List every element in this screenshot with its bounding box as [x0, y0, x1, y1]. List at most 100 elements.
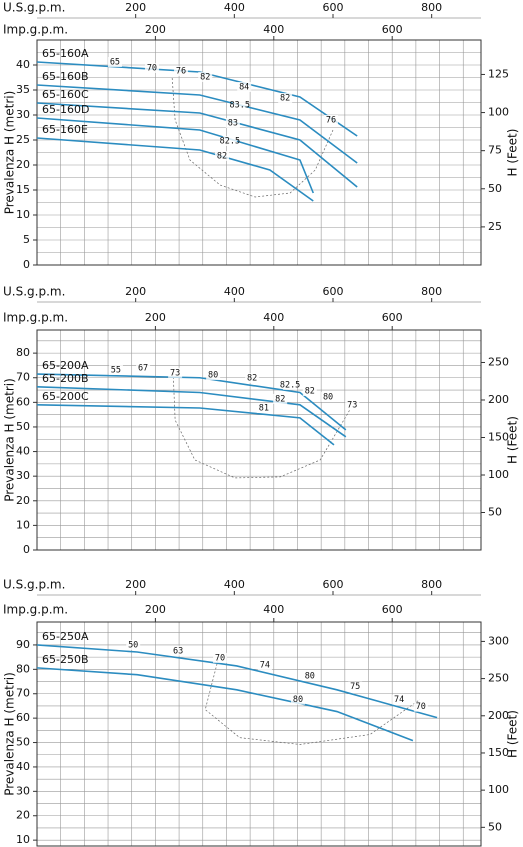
efficiency-label-bg — [273, 393, 288, 404]
y-tick-label: 20 — [16, 494, 30, 507]
y2-tick-label: 50 — [488, 505, 502, 518]
efficiency-label-bg — [257, 659, 272, 670]
x2-tick-label: 400 — [263, 311, 284, 324]
plot-frame — [36, 621, 482, 847]
efficiency-label: 80 — [323, 392, 333, 402]
y-tick-label: 10 — [16, 833, 30, 846]
x2-axis-title: Imp.g.p.m. — [3, 311, 68, 325]
x2-tick-label: 200 — [145, 311, 166, 324]
curve-label: 65-200C — [42, 390, 89, 403]
x-axis-title: U.S.g.p.m. — [3, 285, 65, 299]
y2-tick-label: 150 — [488, 746, 509, 759]
y2-tick-label: 25 — [488, 220, 502, 233]
x-tick-label: 400 — [224, 578, 245, 591]
y-tick-label: 0 — [23, 543, 30, 556]
efficiency-label: 73 — [170, 368, 180, 378]
pump-curve — [36, 84, 358, 164]
y2-tick-label: 150 — [488, 430, 509, 443]
efficiency-label-bg — [126, 639, 141, 650]
x-axis-title: U.S.g.p.m. — [3, 578, 65, 592]
efficiency-label-bg — [245, 372, 260, 383]
y2-tick-label: 100 — [488, 783, 509, 796]
efficiency-label: 82 — [280, 94, 290, 104]
efficiency-label-bg — [213, 652, 228, 663]
y2-tick-label: 200 — [488, 709, 509, 722]
x-axis-title: U.S.g.p.m. — [3, 1, 65, 15]
efficiency-label: 74 — [394, 695, 404, 705]
y-tick-label: 15 — [16, 183, 30, 196]
y-tick-label: 40 — [16, 760, 30, 773]
y-axis-title: Prevalenza H (metri) — [3, 91, 17, 215]
x2-tick-label: 200 — [145, 23, 166, 36]
x2-axis-title: Imp.g.p.m. — [3, 603, 68, 617]
efficiency-label: 84 — [239, 83, 249, 93]
efficiency-curve — [171, 77, 334, 198]
efficiency-label-bg — [302, 670, 317, 681]
efficiency-label-bg — [302, 386, 317, 397]
efficiency-label-bg — [107, 57, 122, 67]
efficiency-label-bg — [290, 694, 305, 705]
curve-label: 65-160E — [42, 123, 88, 136]
y-tick-label: 80 — [16, 662, 30, 675]
x-tick-label: 600 — [323, 578, 344, 591]
efficiency-label-bg — [237, 82, 252, 92]
efficiency-label-bg — [215, 151, 229, 161]
pump-curve — [36, 667, 414, 742]
y2-tick-label: 125 — [488, 67, 509, 80]
y-tick-label: 70 — [16, 371, 30, 384]
y-tick-label: 10 — [16, 208, 30, 221]
x2-axis-title: Imp.g.p.m. — [3, 23, 68, 37]
y-tick-label: 5 — [23, 233, 30, 246]
efficiency-label-bg — [136, 362, 151, 373]
efficiency-label-bg — [392, 694, 407, 705]
x-tick-label: 800 — [421, 1, 442, 14]
efficiency-label-bg — [171, 645, 186, 656]
x-tick-label: 200 — [125, 285, 146, 298]
efficiency-label: 83.5 — [230, 101, 250, 111]
curve-label: 65-200A — [42, 359, 89, 372]
efficiency-label-bg — [206, 370, 221, 381]
efficiency-label: 55 — [111, 365, 121, 375]
pump-curve — [36, 117, 315, 194]
efficiency-label: 82.5 — [280, 380, 300, 390]
efficiency-label: 81 — [259, 404, 269, 414]
x-tick-label: 800 — [421, 285, 442, 298]
curve-label: 65-160B — [42, 70, 89, 83]
efficiency-label-bg — [222, 136, 237, 146]
y2-tick-label: 75 — [488, 144, 502, 157]
curve-label: 65-250A — [42, 630, 89, 643]
x2-tick-label: 600 — [382, 603, 403, 616]
pump-curve — [36, 386, 347, 438]
efficiency-label-bg — [413, 701, 428, 712]
efficiency-label-bg — [225, 118, 240, 128]
efficiency-label-bg — [283, 379, 298, 390]
pump-curve — [36, 373, 347, 431]
efficiency-label-bg — [256, 403, 271, 414]
efficiency-label: 82 — [275, 394, 285, 404]
efficiency-label: 65 — [110, 58, 120, 68]
y-tick-label: 0 — [23, 258, 30, 271]
curve-label: 65-200B — [42, 372, 89, 385]
x2-tick-label: 400 — [263, 603, 284, 616]
y-tick-label: 30 — [16, 784, 30, 797]
efficiency-curve — [172, 372, 351, 479]
y-axis-title: Prevalenza H (metri) — [3, 378, 17, 502]
efficiency-label: 80 — [305, 671, 315, 681]
x-tick-label: 400 — [224, 1, 245, 14]
efficiency-label-bg — [198, 72, 213, 82]
y2-tick-label: 100 — [488, 468, 509, 481]
y2-tick-label: 300 — [488, 634, 509, 647]
y2-tick-label: 200 — [488, 393, 509, 406]
efficiency-label-bg — [174, 66, 189, 76]
y2-axis-title: H (Feet) — [506, 416, 520, 464]
efficiency-label: 82 — [217, 152, 227, 162]
efficiency-label-bg — [324, 115, 339, 125]
pump-curve — [36, 404, 335, 446]
efficiency-label: 70 — [215, 653, 225, 663]
x-tick-label: 600 — [323, 1, 344, 14]
efficiency-label: 82 — [305, 387, 315, 397]
efficiency-label: 83 — [228, 119, 238, 129]
y-tick-label: 40 — [16, 445, 30, 458]
efficiency-label: 73 — [347, 401, 357, 411]
efficiency-label-bg — [345, 400, 360, 411]
